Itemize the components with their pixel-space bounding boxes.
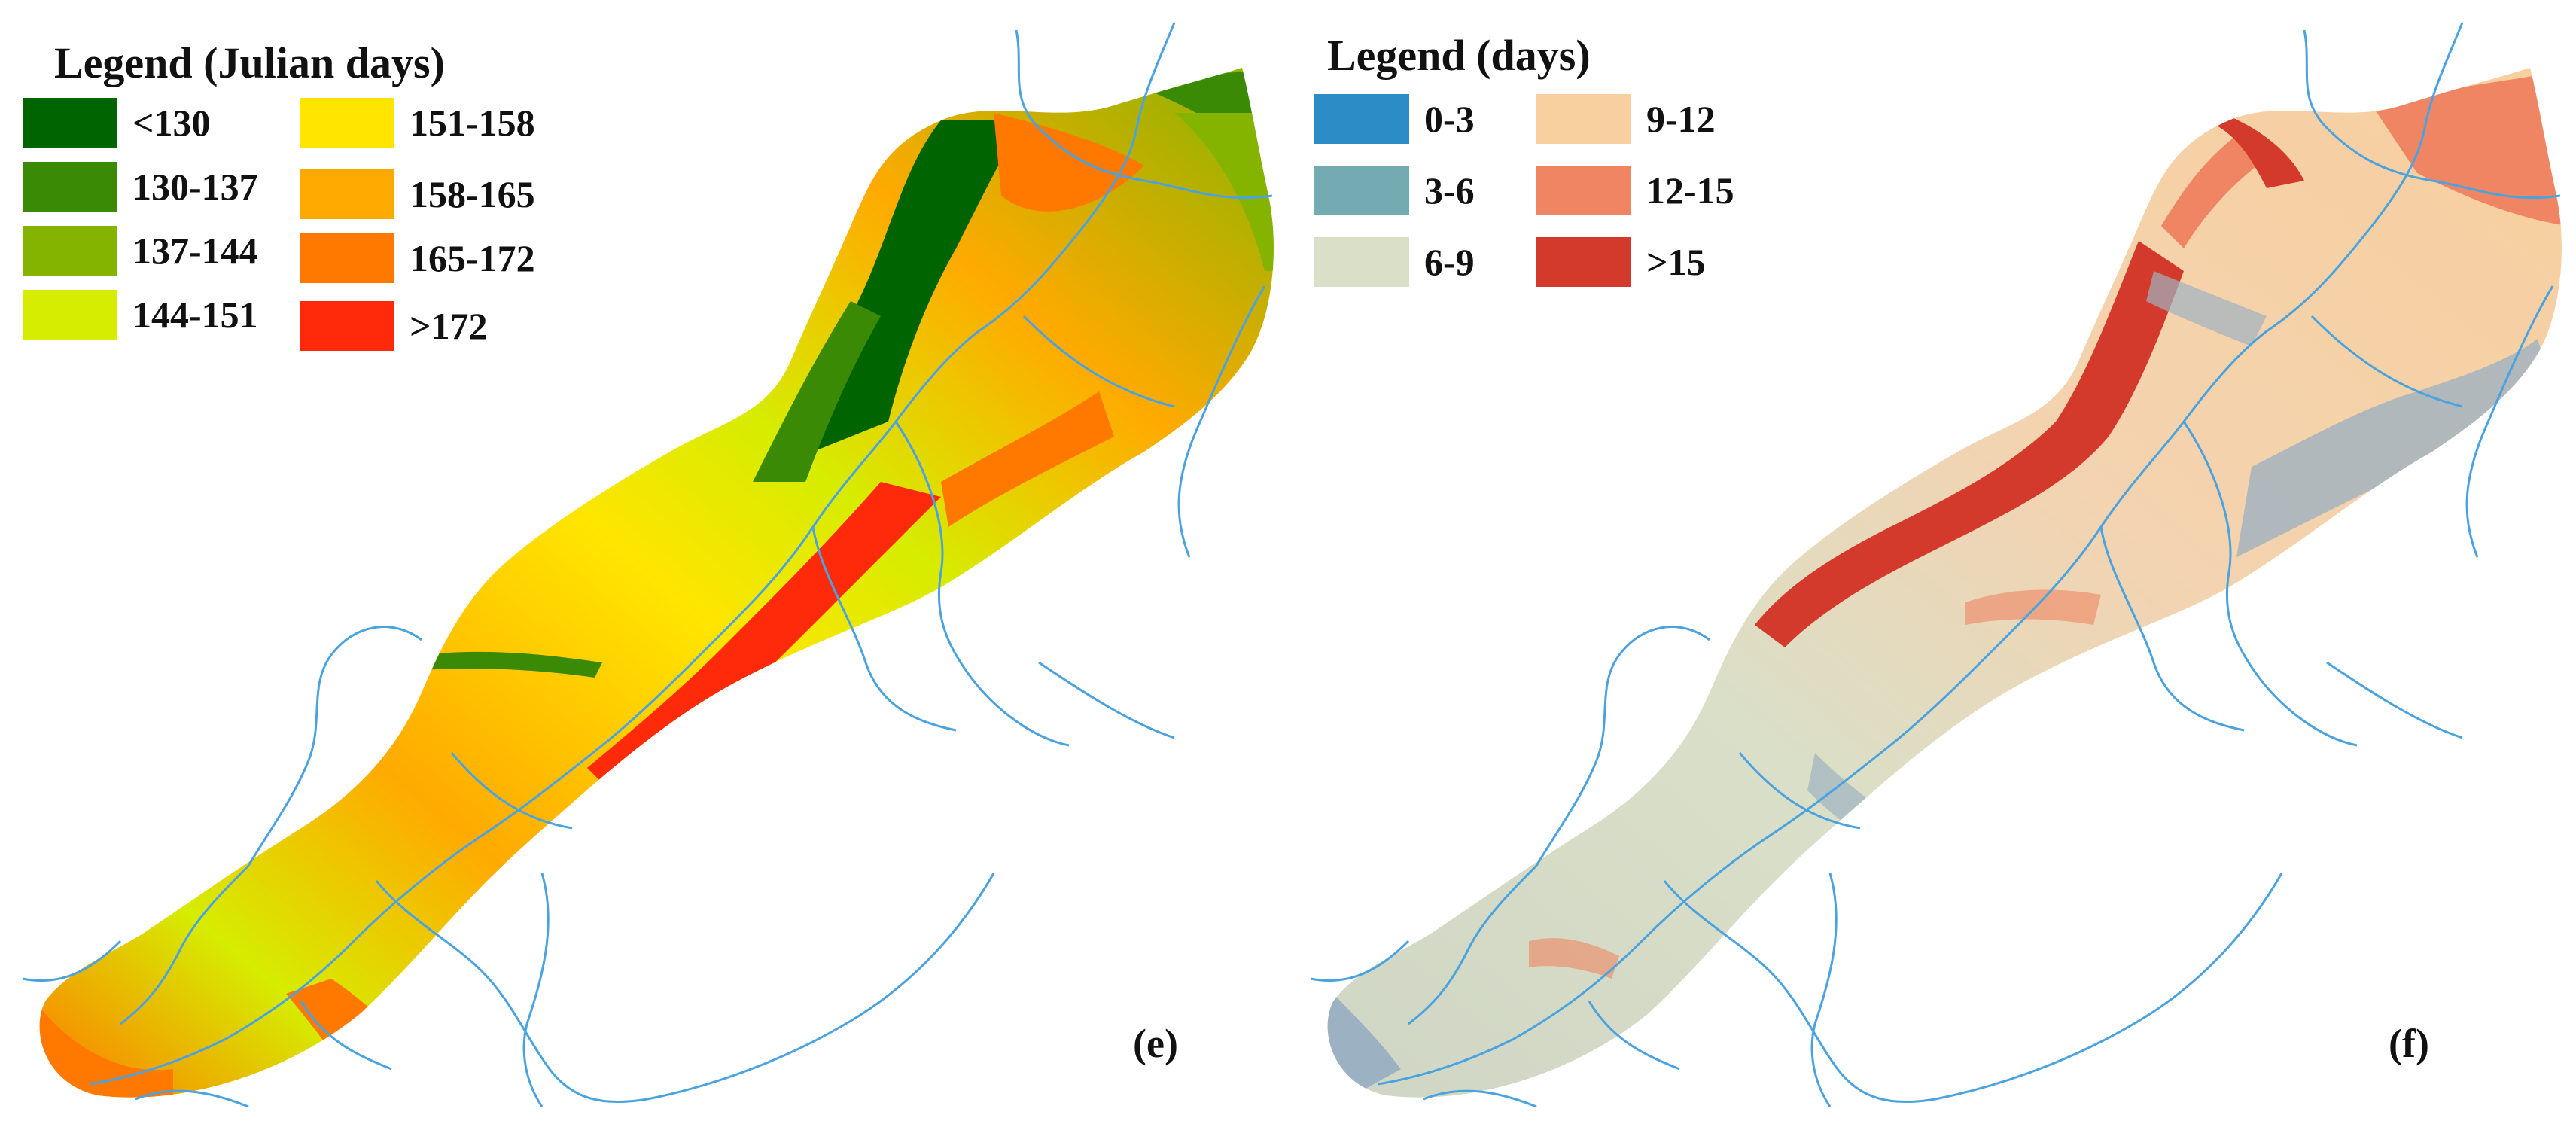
legend-label: 130-137: [132, 166, 258, 208]
legend-label: 158-165: [410, 173, 535, 215]
legend-label: 6-9: [1424, 241, 1475, 283]
legend-swatch: [23, 226, 117, 276]
legend-swatch: [300, 169, 394, 219]
legend-item-e-2: 137-144: [23, 226, 258, 276]
legend-label: >15: [1646, 241, 1706, 283]
panel-label-e: (e): [1133, 1021, 1178, 1066]
legend-item-f-2: 6-9: [1314, 237, 1475, 287]
legend-label: 151-158: [410, 102, 535, 144]
legend-item-e-3: 144-151: [23, 290, 258, 340]
legend-label: 12-15: [1646, 169, 1734, 212]
duration-days-map: [1310, 22, 2562, 1108]
legend-label: 137-144: [132, 230, 258, 272]
legend-swatch: [1536, 166, 1631, 215]
legend-item-e-1: 130-137: [23, 162, 258, 212]
julian-days-map: [22, 22, 1274, 1108]
legend-label: 165-172: [410, 237, 535, 279]
legend-swatch: [23, 290, 117, 340]
legend-item-f-5: >15: [1536, 237, 1706, 287]
legend-swatch: [23, 98, 117, 148]
legend-swatch: [1536, 94, 1631, 144]
legend-label: 0-3: [1424, 98, 1475, 140]
legend-title-f: Legend (days): [1327, 31, 1591, 80]
legend-item-f-3: 9-12: [1536, 94, 1716, 144]
legend-swatch: [1314, 166, 1409, 215]
legend-swatch: [1314, 94, 1409, 144]
legend-item-e-5: 158-165: [300, 169, 535, 219]
region-f: [1327, 68, 2562, 1098]
legend-label: 9-12: [1646, 98, 1716, 140]
rivers-f: [1310, 22, 2561, 1108]
map-panel-e: Legend (Julian days) <130 130-137 137-14…: [22, 22, 1274, 1108]
legend-label: 144-151: [132, 294, 258, 336]
legend-swatch: [1314, 237, 1409, 287]
legend-label: 3-6: [1424, 169, 1475, 212]
legend-swatch: [300, 233, 394, 283]
legend-item-e-7: >172: [300, 301, 488, 351]
legend-swatch: [23, 162, 117, 212]
panel-label-f: (f): [2389, 1021, 2429, 1066]
legend-item-f-1: 3-6: [1314, 166, 1475, 215]
legend-item-e-4: 151-158: [300, 98, 535, 148]
legend-title-e: Legend (Julian days): [54, 38, 445, 87]
legend-item-f-0: 0-3: [1314, 94, 1475, 144]
legend-label: <130: [132, 102, 211, 144]
legend-swatch: [300, 98, 394, 148]
map-panel-f: Legend (days) 0-3 3-6 6-9 9-12 12-15 >15…: [1288, 0, 2576, 1127]
legend-item-f-4: 12-15: [1536, 166, 1734, 215]
legend-item-e-0: <130: [23, 98, 211, 148]
rivers-e: [22, 22, 1273, 1108]
legend-swatch: [1536, 237, 1631, 287]
legend-swatch: [300, 301, 394, 351]
legend-label: >172: [410, 305, 488, 347]
legend-item-e-6: 165-172: [300, 233, 535, 283]
region-e: [39, 68, 1274, 1098]
